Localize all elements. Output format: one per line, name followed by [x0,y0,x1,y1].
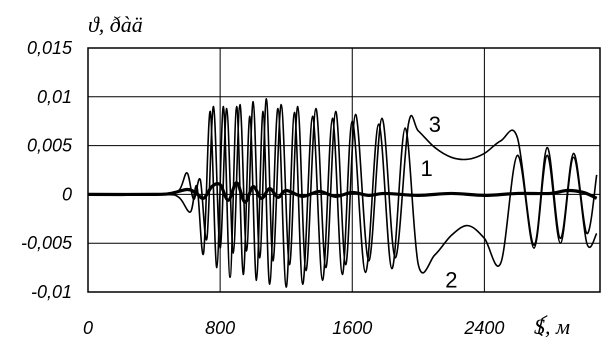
y-tick-label: 0,01 [37,87,72,107]
series-label-3: 3 [429,112,441,137]
series-line-3 [87,97,598,272]
x-tick-label: 800 [205,318,235,338]
x-tick-label: 0 [83,318,93,338]
series-labels: 1 2 3 [420,112,457,292]
y-tick-label: 0 [62,184,72,204]
y-tick-labels: 0,015 0,01 0,005 0 -0,005 -0,01 [21,38,73,302]
y-tick-label: 0,015 [27,38,73,58]
series-line-2 [87,105,598,288]
y-tick-label: -0,005 [21,233,73,253]
x-tick-labels: 0 800 1600 2400 [83,318,504,338]
y-axis-label: ϑ, ðàä [88,12,143,37]
x-axis-label: S, м [534,314,570,339]
x-axis-marker: 〔 [522,314,548,339]
series-label-1: 1 [420,156,432,181]
series-label-2: 2 [445,267,457,292]
x-tick-label: 1600 [332,318,372,338]
x-axis-label-group: 〔 S, м [522,314,570,339]
plot-frame [87,47,601,293]
series-line-1 [87,181,598,204]
x-tick-label: 2400 [463,318,504,338]
y-tick-label: 0,005 [27,136,73,156]
series-layer [87,97,598,288]
y-tick-label: -0,01 [31,282,72,302]
